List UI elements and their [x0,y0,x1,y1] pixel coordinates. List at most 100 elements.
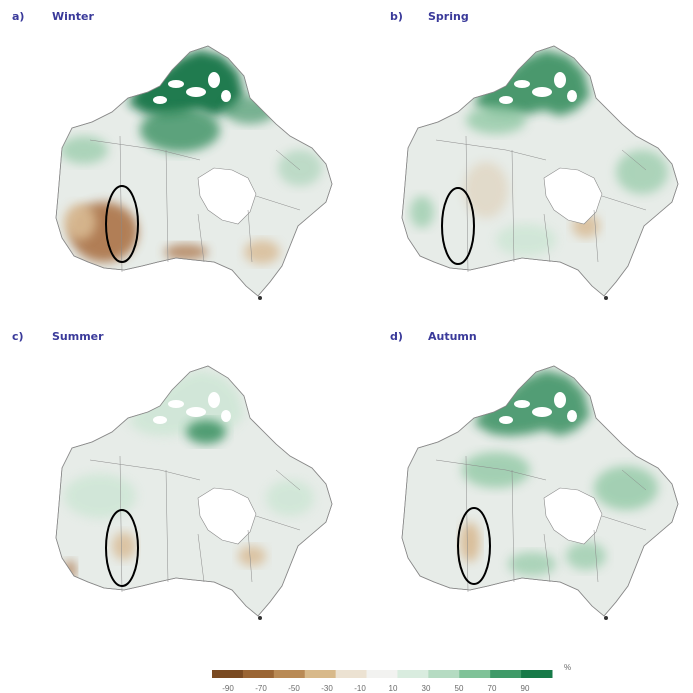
colorbar-tick-label: -70 [255,684,267,693]
highlight-ellipse [441,187,475,265]
water-channel [567,90,577,102]
water-channel [168,400,184,408]
canada-outline [55,45,333,297]
anomaly-patch [112,532,136,560]
colorbar-tick-label: -30 [321,684,333,693]
colorbar-segment [397,670,429,678]
colorbar-segment [428,670,460,678]
canada-outline [401,365,679,617]
anomaly-patch [566,542,606,570]
anomaly-patch [466,106,526,134]
province-border [543,213,551,263]
colorbar-tick-label: -90 [222,684,234,693]
anomaly-patch [224,96,276,124]
water-channel [514,80,530,88]
hudson-bay [543,487,603,545]
colorbar-segment [242,670,275,678]
panel-season-title: Summer [52,330,104,343]
anomaly-patch [186,420,226,444]
highlight-ellipse [105,185,139,263]
anomaly-patch [244,240,280,264]
province-border [601,195,647,211]
island-marker [604,616,608,620]
province-border [511,149,515,263]
colorbar-segment [335,670,368,678]
province-border [543,533,551,583]
panel-letter: c) [12,330,24,343]
panel-season-title: Spring [428,10,469,23]
province-border [621,149,647,171]
province-border [465,455,469,593]
province-border [247,209,253,263]
anomaly-patch [460,522,480,562]
hudson-bay [543,167,603,225]
province-border [621,469,647,491]
anomaly-patch [496,224,556,256]
province-border [255,195,301,211]
colorbar-segment [212,670,244,678]
colorbar-tick-label: 70 [487,684,497,693]
water-channel [208,392,220,408]
province-border [601,515,647,531]
colorbar-segment [490,670,522,678]
anomaly-patch [64,204,96,240]
water-channel [153,96,167,104]
water-channel [532,407,552,417]
anomaly-patch [238,546,266,566]
anomaly-patch [616,150,668,194]
colorbar-segment [459,670,491,678]
panel-letter: b) [390,10,403,23]
water-channel [554,72,566,88]
hudson-bay [197,487,257,545]
province-border [197,213,205,263]
panel-summer: c) Summer [0,320,346,640]
province-border [465,135,469,273]
panel-letter: d) [390,330,403,343]
province-border [593,529,599,583]
colorbar-tick-label: -10 [354,684,366,693]
anomaly-patch [140,108,220,152]
province-border [435,139,547,161]
water-channel [554,392,566,408]
map-spring [401,45,679,300]
province-border [593,209,599,263]
province-border [275,149,301,171]
highlight-ellipse [457,507,491,585]
colorbar-segment [273,670,306,678]
anomaly-patch [60,136,108,164]
province-border [435,459,547,481]
island-marker [258,296,262,300]
water-channel [499,96,513,104]
anomaly-patch [64,474,136,518]
province-border [255,515,301,531]
province-border [119,135,123,273]
water-channel [514,400,530,408]
water-channel [208,72,220,88]
canada-outline [55,365,333,617]
water-channel [153,416,167,424]
province-border [89,139,201,161]
panel-spring: b) Spring [346,0,692,320]
anomaly-patch [508,552,556,576]
water-channel [221,410,231,422]
water-channel [221,90,231,102]
panel-letter: a) [12,10,25,23]
highlight-ellipse [105,509,139,587]
water-channel [186,87,206,97]
anomaly-patch [266,480,314,516]
province-border [165,469,169,583]
map-summer [55,365,333,620]
colorbar-tick-label: 30 [421,684,431,693]
panel-winter: a) Winter [0,0,346,320]
colorbar-tick-label: 10 [388,684,398,693]
colorbar-segment [521,670,553,678]
anomaly-patch [164,244,208,260]
water-channel [532,87,552,97]
anomaly-patch [464,162,508,218]
province-border [197,533,205,583]
colorbar-tick-label: 50 [454,684,464,693]
panel-autumn: d) Autumn [346,320,692,640]
panel-season-title: Winter [52,10,94,23]
anomaly-patch [594,466,658,510]
water-channel [168,80,184,88]
